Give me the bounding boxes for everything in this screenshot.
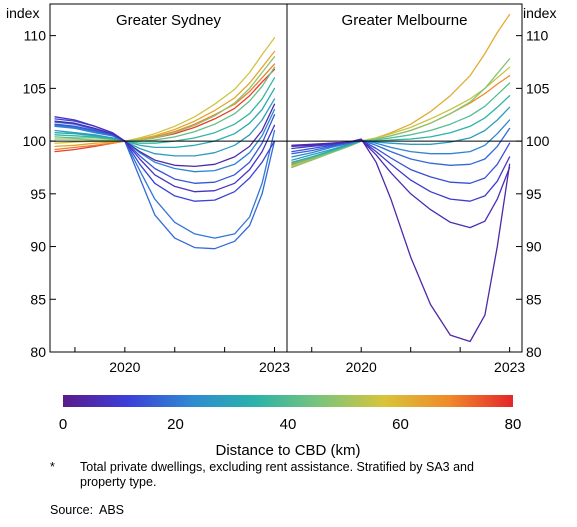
y-tick-label: 90	[30, 239, 46, 255]
series-line	[54, 77, 276, 144]
chart-panel-sydney: 80 85 90 95 100 105 110 2020 2023 Greater Sydney	[23, 3, 290, 375]
colorbar-tick-label: 40	[280, 416, 297, 433]
panel-frame	[286, 3, 523, 353]
series-line	[54, 63, 276, 151]
y-tick-label: 90	[526, 239, 542, 255]
y-tick-label: 100	[526, 133, 550, 149]
series-line	[291, 58, 511, 169]
y-tick-label: 85	[30, 291, 46, 307]
series-line	[291, 13, 511, 166]
right-axis-title: index	[523, 5, 556, 21]
y-tick-label: 80	[30, 344, 46, 360]
panel-title: Greater Melbourne	[342, 12, 468, 29]
colorbar-tick-label: 20	[167, 416, 184, 433]
y-tick-label: 110	[24, 28, 47, 44]
x-tick-label: 2023	[259, 359, 290, 375]
panel-title: Greater Sydney	[116, 12, 222, 29]
x-tick-label: 2020	[346, 359, 377, 375]
series-line	[54, 124, 276, 239]
y-tick-label: 95	[30, 186, 46, 202]
left-axis-title: index	[6, 5, 39, 21]
colorbar-label: Distance to CBD (km)	[215, 442, 360, 459]
series-line	[291, 95, 511, 163]
series-line	[54, 87, 276, 149]
footnote-marker: *	[50, 460, 55, 474]
chart-panel-melbourne: 80 85 90 95 100 105 110 2020 2023 Greater Melbour…	[286, 3, 550, 375]
series-line	[54, 114, 276, 184]
x-tick-label: 2020	[109, 359, 140, 375]
source-value: ABS	[99, 503, 125, 517]
series-line	[54, 103, 276, 168]
series-line	[291, 139, 511, 184]
x-tick-label: 2023	[494, 359, 525, 375]
panel-frame	[49, 3, 288, 353]
series-line	[291, 119, 511, 158]
series-line	[54, 56, 276, 142]
series-line	[291, 106, 511, 161]
series-line	[54, 108, 276, 173]
y-tick-label: 110	[526, 28, 549, 44]
series-line	[291, 127, 511, 166]
series-line	[291, 82, 511, 165]
series-line	[291, 139, 511, 202]
series-line	[54, 50, 276, 148]
colorbar-gradient	[63, 395, 513, 407]
y-tick-label: 95	[526, 186, 542, 202]
series-line	[291, 138, 511, 343]
colorbar-tick-label: 60	[392, 416, 409, 433]
y-tick-label: 105	[526, 80, 550, 96]
colorbar-tick-label: 80	[505, 416, 522, 433]
series-line	[54, 66, 276, 142]
source-label: Source:	[50, 503, 94, 517]
colorbar-tick-label: 0	[59, 416, 67, 433]
y-tick-label: 85	[526, 291, 542, 307]
series-line	[54, 121, 276, 250]
footnote-text: Total private dwellings, excluding rent …	[80, 460, 474, 489]
y-tick-label: 100	[23, 133, 47, 149]
y-tick-label: 105	[23, 80, 47, 96]
series-line	[54, 116, 276, 193]
y-tick-label: 80	[526, 344, 542, 360]
series-line	[54, 98, 276, 157]
